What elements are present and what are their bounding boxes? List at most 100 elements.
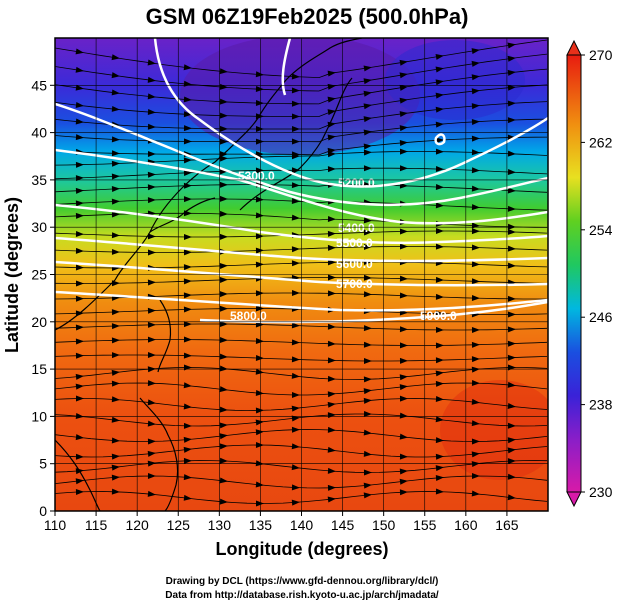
wind-arrow <box>363 229 372 236</box>
wind-arrow <box>435 453 444 460</box>
wind-arrow <box>363 325 372 332</box>
colorbar-gradient <box>566 54 582 493</box>
wind-arrow <box>507 354 516 361</box>
wind-arrow <box>291 484 300 491</box>
y-tick-label: 45 <box>31 77 47 93</box>
wind-arrow <box>363 357 372 364</box>
wind-arrow <box>255 460 264 467</box>
wind-arrow <box>399 243 408 250</box>
wind-arrow <box>111 352 120 359</box>
x-tick-label: 110 <box>44 517 67 533</box>
wind-arrow <box>291 153 300 160</box>
wind-arrow <box>75 434 84 441</box>
wind-arrow <box>363 243 372 250</box>
wind-arrow <box>507 340 516 347</box>
wind-arrow <box>183 403 192 410</box>
wind-arrow <box>327 340 336 347</box>
wind-arrow <box>507 168 516 175</box>
wind-arrow <box>471 228 480 235</box>
wind-arrow <box>75 295 84 302</box>
wind-arrow <box>363 410 372 417</box>
wind-arrow <box>75 187 84 194</box>
wind-arrow <box>183 111 192 118</box>
wind-arrow <box>327 484 336 491</box>
wind-arrow <box>435 66 444 73</box>
wind-arrow <box>363 116 372 123</box>
wind-arrow <box>111 136 120 143</box>
wind-arrow <box>75 264 84 271</box>
wind-arrow <box>327 70 336 77</box>
wind-arrow <box>291 73 300 80</box>
wind-arrow <box>399 468 408 475</box>
wind-arrow <box>183 169 192 176</box>
wind-arrow <box>507 69 516 76</box>
wind-arrow <box>219 125 228 132</box>
wind-arrow <box>471 398 480 405</box>
korea-coastline <box>149 197 216 233</box>
wind-arrow <box>75 453 84 460</box>
wind-arrow <box>471 295 480 302</box>
wind-arrow <box>435 92 444 99</box>
wind-arrow <box>327 274 336 281</box>
wind-arrow <box>363 429 372 436</box>
wind-arrow <box>147 93 156 100</box>
wind-arrow <box>507 311 516 318</box>
contour-label: 5500.0 <box>336 236 373 250</box>
wind-arrow <box>111 396 120 403</box>
wind-arrow <box>507 473 516 480</box>
x-tick-label: 130 <box>208 517 232 533</box>
wind-arrow <box>327 134 336 141</box>
wind-arrow <box>363 388 372 395</box>
wind-arrow <box>291 87 300 94</box>
wind-arrow <box>507 381 516 388</box>
wind-arrow <box>291 289 300 296</box>
height-contours <box>55 38 548 324</box>
wind-arrow <box>291 443 300 450</box>
wind-arrow <box>399 489 408 496</box>
wind-arrow <box>291 464 300 471</box>
wind-arrow <box>507 55 516 62</box>
wind-arrow <box>291 167 300 174</box>
wind-arrow <box>219 337 228 344</box>
wind-arrow <box>147 76 156 83</box>
wind-arrow <box>399 228 408 235</box>
wind-arrow <box>255 167 264 174</box>
x-tick-label: 160 <box>454 517 478 533</box>
x-tick-label: 135 <box>249 517 273 533</box>
wind-arrow <box>327 401 336 408</box>
wind-arrow <box>507 205 516 212</box>
wind-arrow <box>75 383 84 390</box>
wind-arrow <box>255 305 264 312</box>
wind-arrow <box>435 53 444 60</box>
wind-arrow <box>183 157 192 164</box>
wind-arrow <box>111 488 120 495</box>
wind-arrow <box>363 376 372 383</box>
wind-arrow <box>219 210 228 217</box>
contour-label: 5700.0 <box>336 277 373 291</box>
wind-arrow <box>399 453 408 460</box>
wind-arrow <box>111 54 120 61</box>
wind-arrow <box>291 322 300 329</box>
wind-arrow <box>111 337 120 344</box>
colorbar-tick-label: 254 <box>589 222 613 238</box>
credit-data: Data from http://database.rish.kyoto-u.a… <box>165 590 439 601</box>
wind-arrow <box>75 212 84 219</box>
vietnam-coastline <box>55 439 101 511</box>
wind-arrow <box>471 88 480 95</box>
wind-arrow <box>111 186 120 193</box>
wind-arrow <box>111 232 120 239</box>
wind-arrow <box>219 406 228 413</box>
wind-arrow <box>183 96 192 103</box>
wind-arrow <box>363 78 372 85</box>
wind-arrow <box>219 138 228 145</box>
warm-region <box>440 380 548 480</box>
wind-arrow <box>255 212 264 219</box>
philippines-coastline <box>139 397 179 511</box>
wind-arrow <box>183 196 192 203</box>
colorbar-tick-label: 270 <box>589 47 613 63</box>
x-tick-label: 145 <box>331 517 355 533</box>
wind-arrow <box>327 446 336 453</box>
wind-arrow <box>435 488 444 495</box>
wind-arrow <box>183 292 192 299</box>
wind-arrow <box>471 278 480 285</box>
